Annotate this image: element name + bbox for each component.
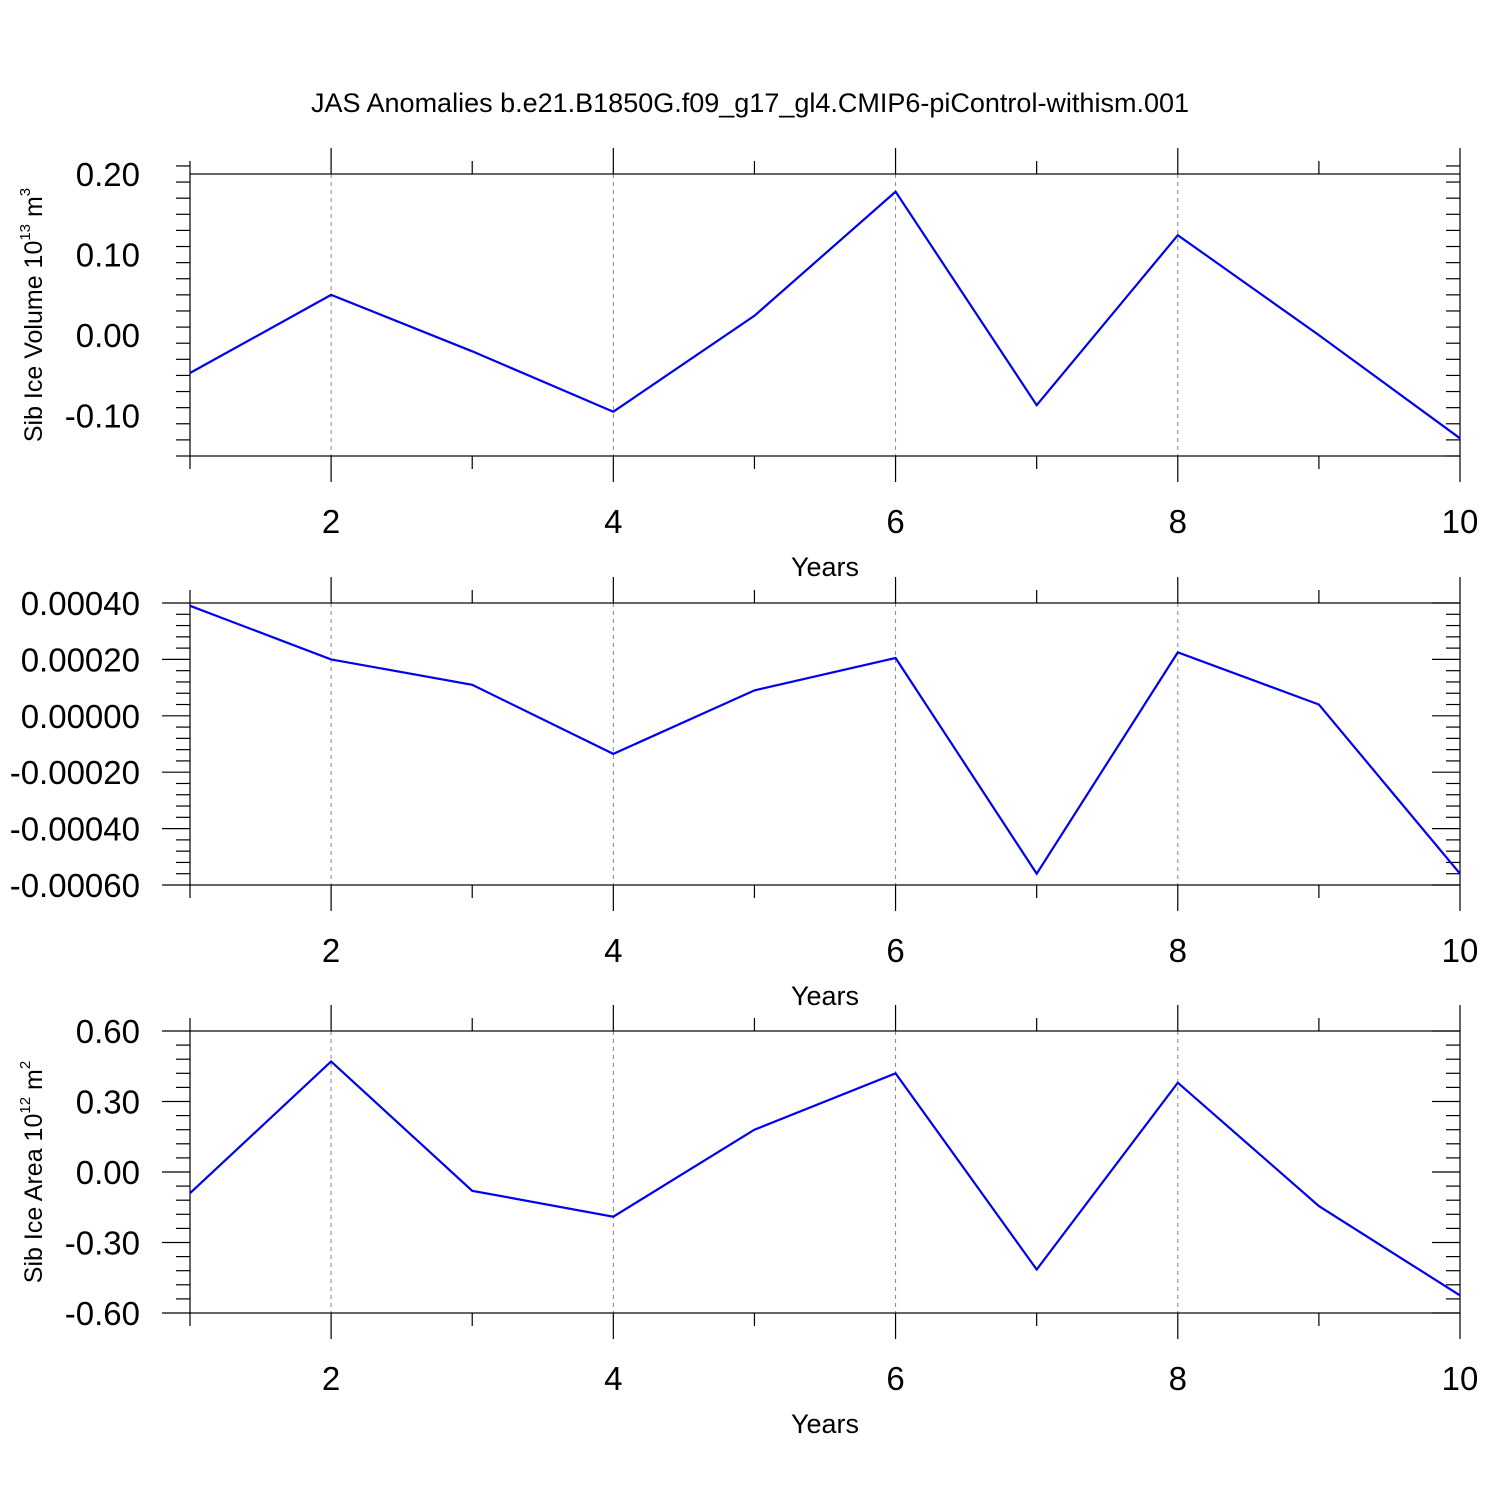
plot-frame bbox=[189, 602, 1461, 886]
y-tick-label: 0.00 bbox=[76, 1154, 140, 1191]
y-tick-label: 0.00020 bbox=[21, 641, 140, 678]
x-tick-label: 10 bbox=[1442, 503, 1479, 540]
panel-1: 2 4 6 8 10 0.20 0.10 0.00 -0.10 Years Sib Ice Volu… bbox=[17, 148, 1478, 582]
y-tick-label: 0.00040 bbox=[21, 585, 140, 622]
y-tick-label: -0.00040 bbox=[10, 811, 140, 848]
y-tick-label: 0.10 bbox=[76, 237, 140, 274]
x-tick-label: 10 bbox=[1442, 1360, 1479, 1397]
y-tick-label: -0.30 bbox=[65, 1225, 140, 1262]
y-tick-label: 0.30 bbox=[76, 1084, 140, 1121]
series-line bbox=[189, 190, 1461, 440]
x-tick-label: 2 bbox=[322, 932, 340, 969]
x-tick-label: 2 bbox=[322, 1360, 340, 1397]
x-axis-label: Years bbox=[791, 981, 859, 1011]
y-tick-label: -0.00020 bbox=[10, 754, 140, 791]
x-axis-label: Years bbox=[791, 1409, 859, 1439]
y-tick-label: -0.00060 bbox=[10, 867, 140, 904]
panel-2: 2 4 6 8 10 0.00040 0.00020 0.00000 -0.00020 -0.00… bbox=[10, 577, 1479, 1011]
y-axis-label: Sib Ice Volume 1013 m3 bbox=[17, 188, 48, 442]
plot-frame bbox=[189, 1030, 1461, 1314]
x-tick-label: 4 bbox=[604, 503, 622, 540]
x-tick-label: 6 bbox=[886, 1360, 904, 1397]
x-tick-label: 4 bbox=[604, 1360, 622, 1397]
y-tick-label: 0.00000 bbox=[21, 698, 140, 735]
y-tick-label: -0.60 bbox=[65, 1295, 140, 1332]
y-axis-label: Sib Ice Area 1012 m2 bbox=[17, 1061, 48, 1283]
x-tick-label: 6 bbox=[886, 932, 904, 969]
x-tick-label: 6 bbox=[886, 503, 904, 540]
panel-3: 2 4 6 8 10 0.60 0.30 0.00 -0.30 -0.60 Years Sib Ice… bbox=[17, 1005, 1478, 1439]
series-line bbox=[189, 1060, 1461, 1297]
y-tick-label: 0.00 bbox=[76, 317, 140, 354]
x-tick-label: 8 bbox=[1169, 1360, 1187, 1397]
plot-frame bbox=[189, 173, 1461, 457]
x-tick-label: 8 bbox=[1169, 503, 1187, 540]
x-tick-label: 10 bbox=[1442, 932, 1479, 969]
x-tick-label: 2 bbox=[322, 503, 340, 540]
series-line bbox=[189, 604, 1461, 876]
y-tick-label: 0.60 bbox=[76, 1013, 140, 1050]
x-tick-label: 8 bbox=[1169, 932, 1187, 969]
panels: 2 4 6 8 10 0.20 0.10 0.00 -0.10 Years Sib Ice Volu… bbox=[10, 148, 1479, 1439]
x-axis-label: Years bbox=[791, 552, 859, 582]
y-tick-label: 0.20 bbox=[76, 156, 140, 193]
x-tick-label: 4 bbox=[604, 932, 622, 969]
figure-title: JAS Anomalies b.e21.B1850G.f09_g17_gl4.C… bbox=[311, 88, 1189, 118]
y-tick-label: -0.10 bbox=[65, 398, 140, 435]
